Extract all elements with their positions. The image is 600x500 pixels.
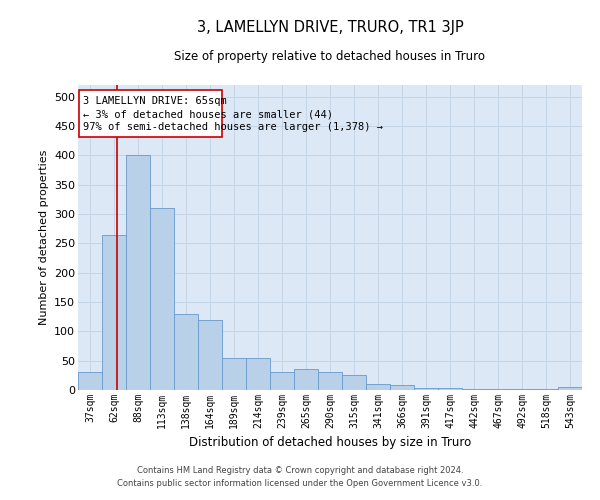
Bar xyxy=(414,388,438,390)
Text: 3, LAMELLYN DRIVE, TRURO, TR1 3JP: 3, LAMELLYN DRIVE, TRURO, TR1 3JP xyxy=(197,20,463,35)
Bar xyxy=(342,376,366,390)
Bar xyxy=(198,320,222,390)
FancyBboxPatch shape xyxy=(79,90,222,136)
Bar xyxy=(294,370,318,390)
Bar xyxy=(558,387,582,390)
Y-axis label: Number of detached properties: Number of detached properties xyxy=(38,150,49,325)
Text: Contains HM Land Registry data © Crown copyright and database right 2024.
Contai: Contains HM Land Registry data © Crown c… xyxy=(118,466,482,487)
Text: Size of property relative to detached houses in Truro: Size of property relative to detached ho… xyxy=(175,50,485,63)
Bar xyxy=(150,208,174,390)
Bar xyxy=(222,358,246,390)
Bar xyxy=(390,386,414,390)
Bar xyxy=(102,234,126,390)
Bar xyxy=(318,372,342,390)
Bar xyxy=(270,372,294,390)
Bar xyxy=(126,156,150,390)
Bar xyxy=(246,358,270,390)
Bar xyxy=(78,372,102,390)
Text: 3 LAMELLYN DRIVE: 65sqm: 3 LAMELLYN DRIVE: 65sqm xyxy=(83,96,227,106)
Bar xyxy=(438,388,462,390)
X-axis label: Distribution of detached houses by size in Truro: Distribution of detached houses by size … xyxy=(189,436,471,450)
Bar xyxy=(366,384,390,390)
Text: 97% of semi-detached houses are larger (1,378) →: 97% of semi-detached houses are larger (… xyxy=(83,122,383,132)
Bar xyxy=(174,314,198,390)
Text: ← 3% of detached houses are smaller (44): ← 3% of detached houses are smaller (44) xyxy=(83,109,333,119)
